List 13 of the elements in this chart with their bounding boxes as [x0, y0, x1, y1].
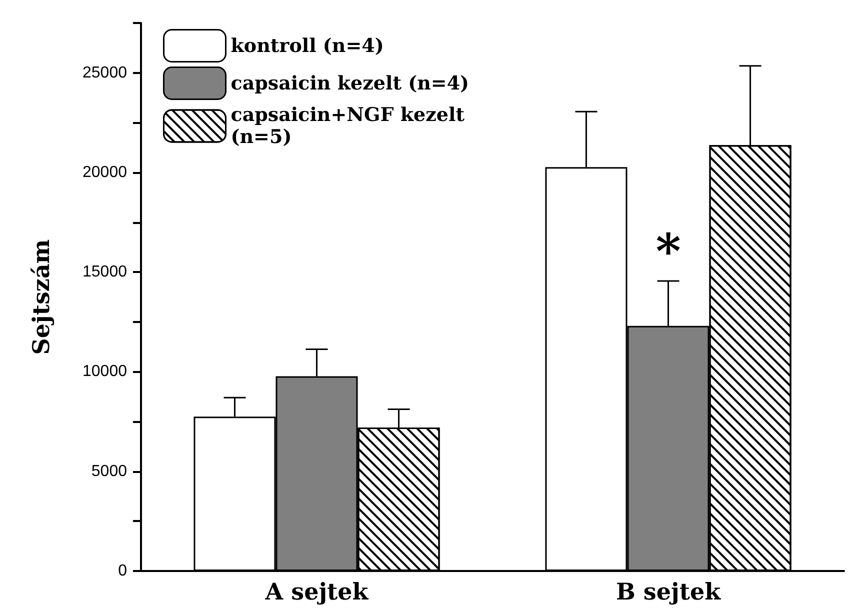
x-tick-label: B sejtek [616, 578, 722, 606]
y-tick-label: 0 [118, 562, 128, 580]
y-tick-label: 10000 [82, 363, 128, 380]
x-tick-label: A sejtek [264, 578, 370, 606]
annotation: * [656, 224, 681, 280]
legend-label: capsaicin kezelt (n=4) [230, 72, 470, 94]
y-tick-label: 15000 [82, 264, 128, 281]
y-tick-label: 25000 [82, 64, 128, 82]
y-tick-label: 5000 [91, 462, 128, 480]
y-axis-title: Sejtszám [28, 239, 55, 355]
y-tick-label: 20000 [82, 164, 128, 181]
legend-label: kontroll (n=4) [230, 34, 384, 57]
legend-label: capsaicin+NGF kezelt (n=5) [230, 104, 472, 148]
